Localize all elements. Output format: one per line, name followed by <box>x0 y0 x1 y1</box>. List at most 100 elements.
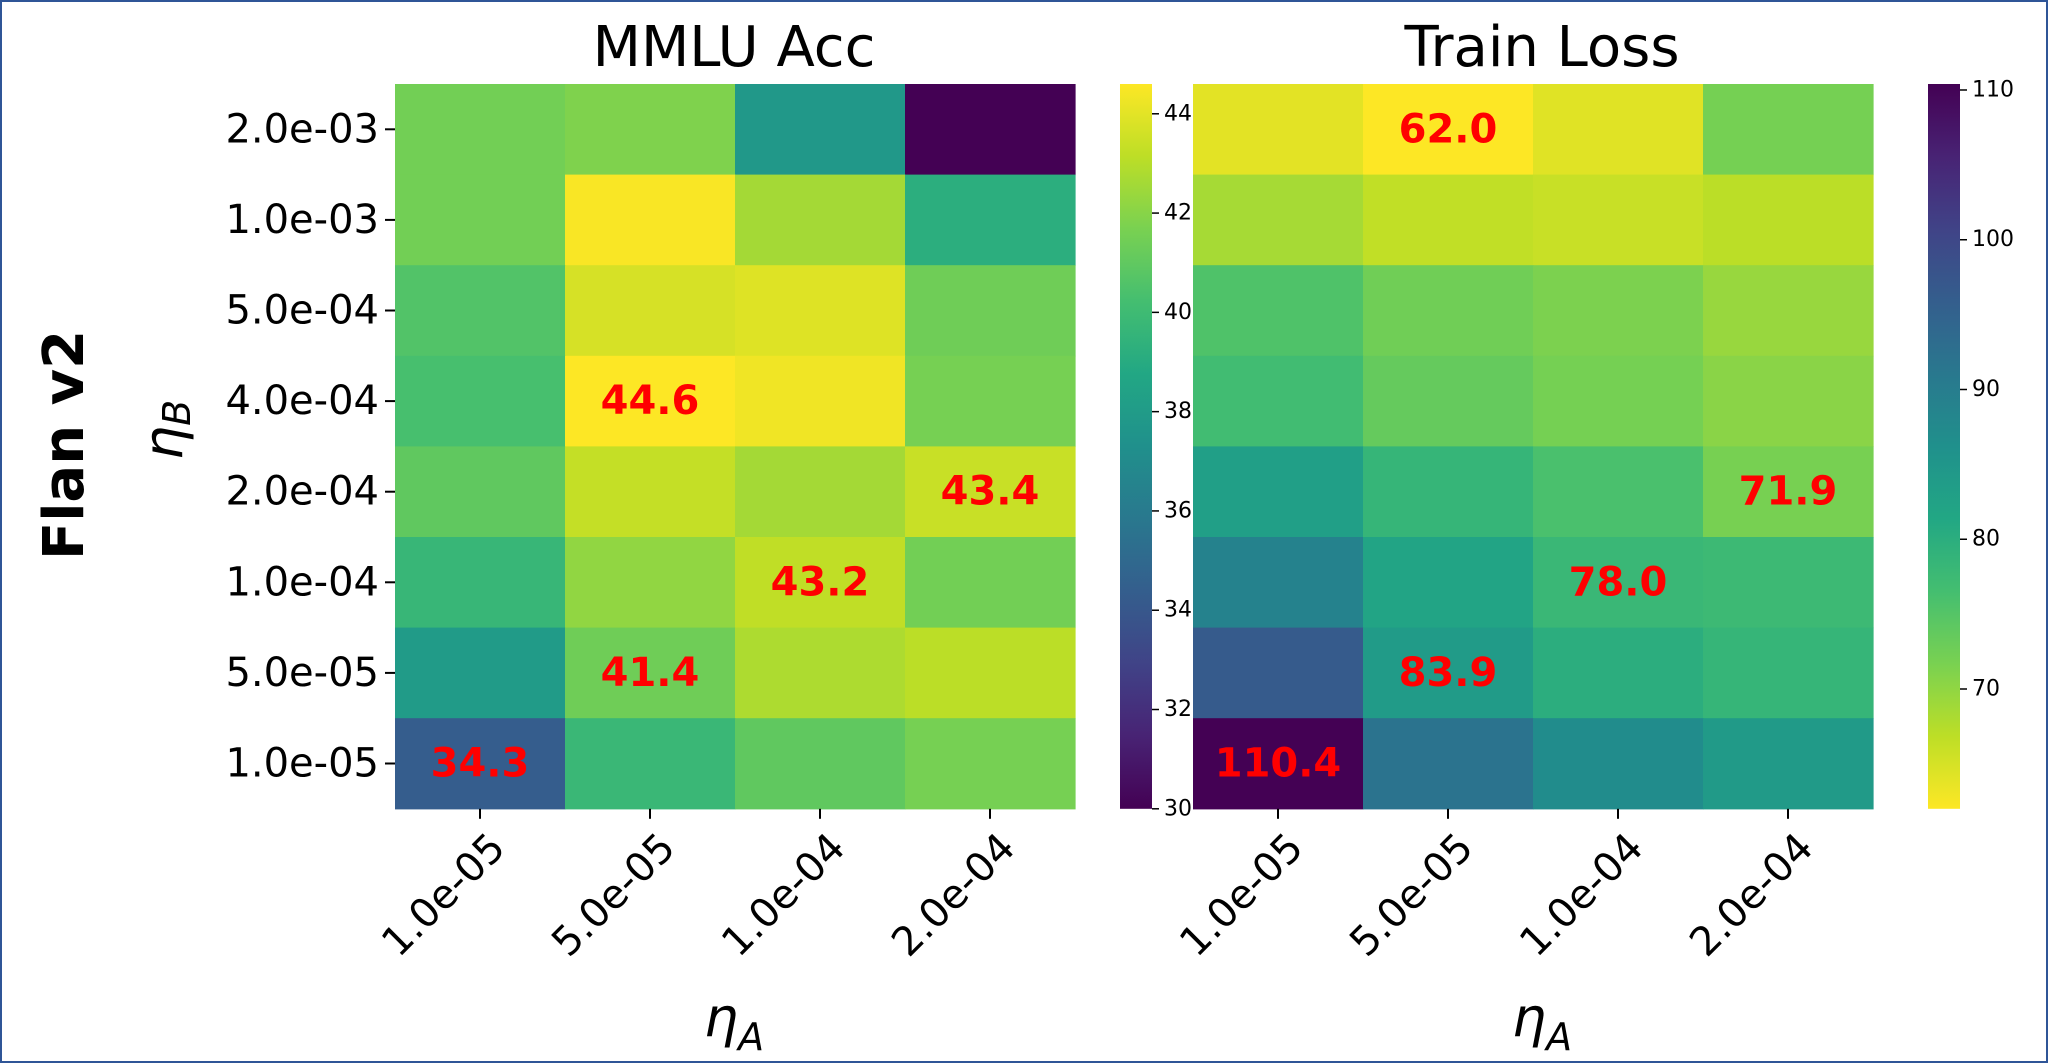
heatmap-cell <box>735 84 906 176</box>
heatmap-cell <box>1703 355 1874 447</box>
x-tick-label: 2.0e-04 <box>883 825 1024 966</box>
colorbar-tick-label: 90 <box>1972 377 2000 402</box>
colorbar-gradient <box>1120 84 1152 809</box>
cell-annotation: 83.9 <box>1399 650 1498 696</box>
heatmap-cell <box>565 537 736 629</box>
heatmap-cell <box>1193 627 1364 719</box>
heatmap-cell <box>1533 446 1704 538</box>
heatmap-cell <box>1533 84 1704 176</box>
colorbar-tick-label: 44 <box>1164 101 1192 126</box>
heatmap-cell <box>905 446 1076 538</box>
colorbar-tick-label: 30 <box>1164 796 1192 821</box>
colorbar-tick-label: 80 <box>1972 527 2000 552</box>
heatmap-mmlu-acc: 44.6 43.4 43.2 41.4 34.3 2.0e-03 1.0e-03 5.0e-0… <box>225 84 1076 966</box>
colorbar-tick-label: 32 <box>1164 697 1192 722</box>
heatmap-cell <box>1193 446 1364 538</box>
heatmap-cell <box>735 355 906 447</box>
heatmap-cell <box>1363 265 1534 357</box>
cell-annotation: 34.3 <box>431 741 530 787</box>
x-tick-label: 1.0e-05 <box>1171 825 1312 966</box>
y-tick-label: 2.0e-03 <box>225 106 379 152</box>
heatmap-cell <box>905 174 1076 266</box>
colorbar-tick-label: 110 <box>1972 77 2014 102</box>
heatmap-cell <box>1703 446 1874 538</box>
colorbar-tick-label: 38 <box>1164 399 1192 424</box>
x-axis-label-right-base: η <box>1512 986 1546 1049</box>
cell-annotation: 43.2 <box>771 559 870 605</box>
heatmap-cell <box>735 537 906 629</box>
cell-annotation: 41.4 <box>601 650 700 696</box>
cell-annotation: 43.4 <box>941 469 1040 515</box>
x-axis-label-right: ηA <box>1512 986 1572 1059</box>
heatmap-cell <box>905 718 1076 810</box>
heatmap-cell <box>1363 537 1534 629</box>
cell-annotation: 78.0 <box>1569 559 1668 605</box>
heatmap-cell <box>905 355 1076 447</box>
heatmap-cell <box>735 446 906 538</box>
heatmap-cell <box>1363 84 1534 176</box>
heatmap-cell <box>1363 627 1534 719</box>
y-tick-label: 1.0e-05 <box>225 741 379 787</box>
colorbar-mmlu-acc: 30 32 34 36 38 40 42 44 <box>1120 84 1192 821</box>
x-axis-label-left-sub: A <box>735 1015 764 1059</box>
x-tick-label: 5.0e-05 <box>543 825 684 966</box>
heatmap-cell <box>395 718 566 810</box>
y-axis-label-sub: B <box>155 400 199 426</box>
heatmap-cell <box>1363 355 1534 447</box>
heatmap-cell <box>905 265 1076 357</box>
heatmap-cell <box>395 537 566 629</box>
colorbar-tick-label: 70 <box>1972 676 2000 701</box>
colorbar-train-loss: 70 80 90 100 110 <box>1928 77 2014 809</box>
heatmap-cell <box>1193 718 1364 810</box>
row-label: Flan v2 <box>32 330 97 560</box>
x-axis-label-left: ηA <box>704 986 764 1059</box>
heatmap-cell <box>1533 174 1704 266</box>
x-tick-label: 1.0e-04 <box>1511 825 1652 966</box>
heatmap-cell <box>1193 84 1364 176</box>
y-tick-label: 4.0e-04 <box>225 378 379 424</box>
x-tick-label: 5.0e-05 <box>1341 825 1482 966</box>
heatmap-cell <box>565 718 736 810</box>
cell-annotation: 44.6 <box>601 378 700 424</box>
colorbar-tick-label: 40 <box>1164 300 1192 325</box>
heatmap-cell <box>1703 627 1874 719</box>
heatmap-cell <box>1533 718 1704 810</box>
heatmap-cell <box>1363 174 1534 266</box>
heatmap-cell <box>565 627 736 719</box>
heatmap-cell <box>735 627 906 719</box>
heatmap-cell <box>1533 627 1704 719</box>
heatmap-cell <box>395 627 566 719</box>
y-axis-label-base: η <box>132 426 195 460</box>
heatmap-cell <box>395 265 566 357</box>
heatmap-cell <box>905 627 1076 719</box>
heatmap-cell <box>735 265 906 357</box>
y-tick-label: 5.0e-04 <box>225 288 379 334</box>
heatmap-cell <box>395 355 566 447</box>
y-tick-label: 5.0e-05 <box>225 650 379 696</box>
heatmap-cell <box>1703 265 1874 357</box>
heatmap-cell <box>1703 718 1874 810</box>
heatmap-cell <box>905 84 1076 176</box>
heatmap-cell <box>1533 355 1704 447</box>
x-tick-label: 1.0e-04 <box>713 825 854 966</box>
heatmap-cell <box>1533 265 1704 357</box>
heatmap-cell <box>1703 84 1874 176</box>
heatmap-cell <box>565 84 736 176</box>
heatmap-cell <box>1193 265 1364 357</box>
heatmap-cell <box>395 84 566 176</box>
y-tick-label: 1.0e-03 <box>225 197 379 243</box>
heatmap-cell <box>395 446 566 538</box>
y-tick-label: 2.0e-04 <box>225 469 379 515</box>
chart-title-train-loss: Train Loss <box>1404 15 1680 80</box>
chart-title-mmlu: MMLU Acc <box>593 15 876 80</box>
heatmap-train-loss: 62.0 71.9 78.0 83.9 110.4 1.0e-05 5.0e-05 1.0e-… <box>1171 84 1874 966</box>
colorbar-tick-label: 100 <box>1972 227 2014 252</box>
heatmap-cell <box>735 174 906 266</box>
heatmap-cell <box>1703 537 1874 629</box>
heatmap-cell <box>1193 174 1364 266</box>
heatmap-cell <box>905 537 1076 629</box>
cell-annotation: 62.0 <box>1399 106 1498 152</box>
colorbar-tick-label: 34 <box>1164 598 1192 623</box>
